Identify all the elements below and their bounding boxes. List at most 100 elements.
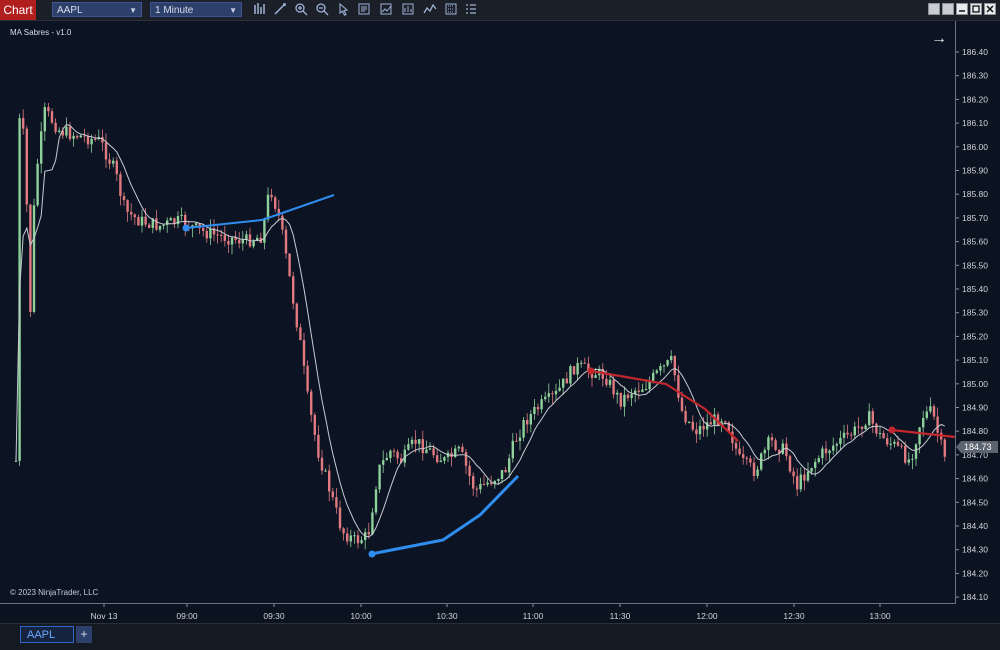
- templates-icon[interactable]: [422, 2, 438, 18]
- indicators-icon[interactable]: [378, 2, 394, 18]
- candle-body: [425, 449, 428, 454]
- price-label: 185.80: [962, 189, 988, 199]
- candle-body: [299, 327, 302, 341]
- candle-body: [360, 540, 363, 544]
- maximize-icon[interactable]: [970, 3, 982, 15]
- zoom-out-icon[interactable]: [314, 2, 330, 18]
- candle-body: [785, 443, 788, 457]
- candle-body: [623, 394, 626, 407]
- current-price-label: 184.73: [964, 442, 992, 452]
- draw-icon[interactable]: [272, 2, 288, 18]
- minimize-icon[interactable]: [956, 3, 968, 15]
- candle-body: [810, 467, 813, 472]
- candle-body: [277, 208, 280, 216]
- price-label: 184.50: [962, 497, 988, 507]
- candle-body: [320, 457, 324, 471]
- candle-body: [562, 378, 565, 388]
- menu-icon[interactable]: [463, 2, 479, 18]
- candle-body: [148, 224, 151, 228]
- candle-body: [637, 390, 640, 392]
- candle-body: [684, 411, 687, 423]
- candle-body: [349, 535, 352, 542]
- candle-body: [428, 448, 432, 450]
- candle-body: [605, 378, 608, 385]
- price-label: 186.40: [962, 47, 988, 57]
- candle-body: [583, 362, 586, 364]
- strategies-icon[interactable]: [400, 2, 416, 18]
- candle-body: [878, 433, 882, 435]
- properties-icon[interactable]: [356, 2, 372, 18]
- candle-body: [338, 507, 342, 529]
- candle-body: [266, 194, 270, 220]
- candle-body: [295, 303, 298, 328]
- candle-body: [612, 379, 615, 395]
- candle-body: [25, 128, 28, 205]
- scroll-right-arrow-icon[interactable]: →: [931, 30, 947, 47]
- bar-type-icon[interactable]: [252, 2, 268, 18]
- price-label: 184.80: [962, 426, 988, 436]
- candle-body: [680, 397, 684, 412]
- candle-body: [313, 414, 316, 435]
- restore-icon[interactable]: [942, 3, 954, 15]
- interval-selector[interactable]: 1 Minute ▼: [150, 2, 242, 17]
- instrument-tab-aapl[interactable]: AAPL: [20, 626, 74, 643]
- candle-body: [220, 234, 223, 236]
- candle-body: [169, 218, 172, 221]
- candle-body: [101, 137, 104, 143]
- candle-body: [284, 229, 288, 254]
- time-axis[interactable]: Nov 13 09:00 09:30 10:00 10:30 11:00 11:30 12:0…: [0, 603, 956, 624]
- candle-body: [882, 433, 885, 439]
- candle-body: [911, 458, 914, 460]
- instrument-selector[interactable]: AAPL ▼: [52, 2, 142, 17]
- candle-body: [814, 461, 817, 468]
- price-label: 184.90: [962, 403, 988, 413]
- add-tab-button[interactable]: +: [76, 626, 92, 643]
- price-label: 186.00: [962, 142, 988, 152]
- candle-body: [925, 411, 928, 418]
- candle-body: [86, 135, 90, 145]
- candle-body: [140, 216, 144, 226]
- chart-window-tab[interactable]: Chart: [0, 0, 36, 20]
- pointer-icon[interactable]: [335, 2, 351, 18]
- bull-sabre-dot: [182, 224, 190, 232]
- candle-body: [162, 224, 165, 226]
- candle-body: [202, 228, 205, 231]
- candle-body: [486, 482, 489, 485]
- candle-body: [331, 491, 334, 498]
- candle-body: [673, 355, 676, 376]
- candle-body: [176, 216, 180, 225]
- zoom-in-icon[interactable]: [293, 2, 309, 18]
- candle-body: [655, 370, 658, 373]
- candle-body: [263, 219, 266, 243]
- chart-panel[interactable]: [0, 21, 956, 603]
- candle-body: [652, 372, 655, 381]
- candle-body: [922, 417, 925, 428]
- price-axis[interactable]: 186.40 186.30 186.20 186.10 186.00 185.90 185.…: [955, 21, 1000, 603]
- price-chart[interactable]: [0, 21, 956, 603]
- candle-body: [806, 471, 810, 481]
- candle-body: [526, 420, 529, 425]
- candle-body: [900, 445, 903, 447]
- candle-body: [212, 228, 216, 235]
- candle-body: [29, 204, 32, 313]
- candle-body: [907, 459, 910, 463]
- data-box-icon[interactable]: [443, 2, 459, 18]
- candle-body: [464, 451, 468, 466]
- price-label: 185.00: [962, 379, 988, 389]
- tile-icon[interactable]: [928, 3, 940, 15]
- candle-body: [868, 411, 871, 426]
- candle-body: [205, 230, 208, 239]
- candle-body: [245, 234, 248, 240]
- candle-body: [670, 355, 673, 361]
- candle-body: [738, 448, 741, 455]
- candle-body: [745, 458, 748, 460]
- candle-body: [594, 375, 597, 378]
- candle-body: [616, 392, 619, 395]
- close-icon[interactable]: [984, 3, 996, 15]
- candle-body: [216, 234, 219, 236]
- time-label: 12:30: [783, 611, 805, 621]
- time-label: Nov 13: [91, 611, 118, 621]
- candle-body: [126, 200, 129, 212]
- candle-body: [742, 454, 745, 459]
- candle-body: [385, 457, 388, 461]
